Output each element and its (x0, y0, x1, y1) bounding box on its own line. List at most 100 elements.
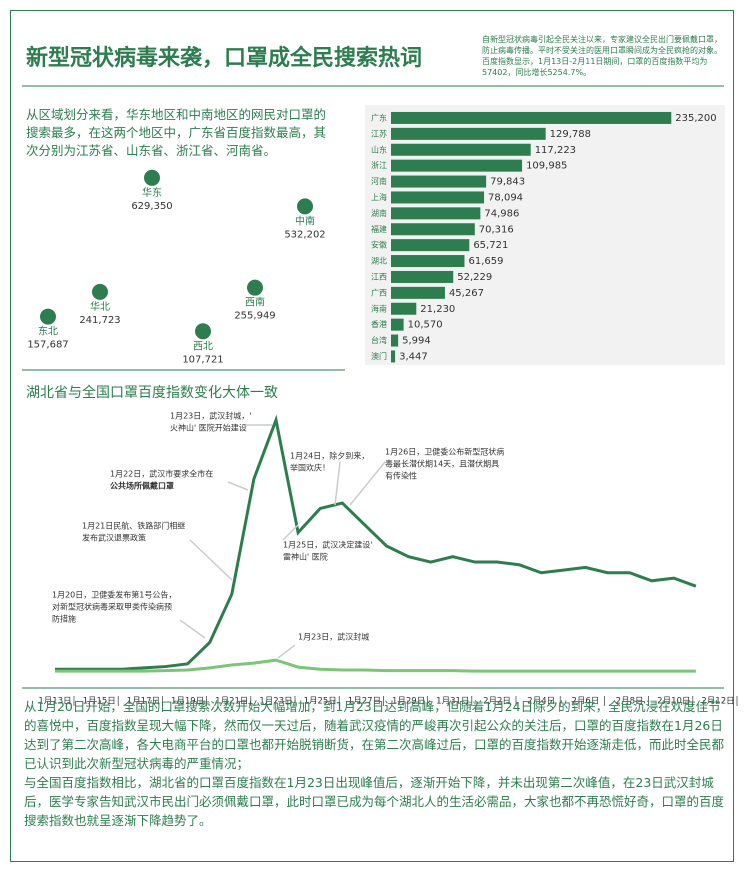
annotation: 1月21日民航、铁路部门相继 (82, 521, 185, 531)
bar-label: 广西 (371, 287, 387, 297)
region-dot (297, 198, 313, 215)
bar-label: 香港 (371, 319, 387, 329)
x-tick-label: 1月23日 (259, 697, 292, 707)
annotation: 公共场所佩戴口罩 (110, 481, 174, 491)
x-tick-label: 2月4日 (527, 697, 555, 707)
x-tick-label: 1月29日 (392, 697, 425, 707)
bar-label: 台湾 (371, 335, 387, 345)
line (55, 658, 696, 673)
bar-value: 65,721 (473, 240, 508, 251)
bar-value: 52,229 (457, 272, 492, 283)
region-name: 华北 (90, 300, 110, 313)
x-tick-label: 2月10日 (657, 697, 690, 707)
bar-label: 湖北 (371, 257, 387, 266)
annotation: 1月20日，卫健委发布第1号公告， (52, 590, 176, 600)
bar-value: 10,570 (408, 320, 443, 331)
bar (391, 207, 481, 220)
region-name: 中南 (295, 214, 315, 227)
bar-label: 河南 (371, 176, 387, 186)
bar-label: 湖南 (371, 208, 387, 218)
annotation: 1月26日，卫健委公布新型冠状病 (385, 447, 504, 457)
x-tick-label: 1月17日 (127, 697, 160, 707)
paragraph: 与全国百度指数相比，湖北省的口罩百度指数在1月23日出现峰值后，逐渐开始下降，并… (24, 775, 725, 828)
x-tick-label: 1月27日 (348, 697, 381, 707)
frame (10, 10, 734, 862)
leader (349, 461, 386, 506)
region-value: 532,202 (284, 229, 325, 240)
trend-title: 湖北省与全国口罩百度指数变化大体一致 (26, 384, 278, 401)
annotation: 1月24日，除夕到来， (290, 451, 369, 461)
bar-value: 45,267 (449, 288, 484, 299)
bar (391, 350, 396, 363)
region-value: 629,350 (131, 201, 172, 212)
annotation: 火神山' 医院开始建设 (170, 423, 247, 433)
bar (391, 127, 546, 140)
x-tick-label: 2月2日 (483, 697, 511, 707)
bar-value: 129,788 (550, 129, 591, 140)
leader (334, 461, 341, 506)
bar-label: 上海 (371, 192, 387, 202)
bar-value: 235,200 (675, 113, 716, 124)
region-value: 107,721 (182, 354, 223, 365)
bar-label: 福建 (371, 224, 387, 234)
region-dot (247, 279, 263, 296)
leader (227, 481, 249, 491)
line (55, 414, 697, 671)
region-dot (195, 323, 211, 340)
bar-value: 74,986 (484, 208, 519, 219)
region-dot (144, 169, 160, 186)
paragraph: 从1月20日开始，全国的口罩搜索次数开始大幅增加，到1月23日达到高峰，但随着1… (24, 699, 725, 771)
bar (391, 318, 404, 331)
region-value: 255,949 (234, 311, 275, 322)
bar-value: 78,094 (488, 192, 523, 203)
bar (391, 159, 523, 172)
bar-value: 79,843 (490, 177, 525, 188)
x-tick-label: 1月19日 (171, 697, 204, 707)
region-value: 157,687 (27, 340, 68, 351)
bar-value: 109,985 (526, 161, 567, 172)
bar (391, 175, 487, 188)
x-tick-label: 1月31日 (436, 697, 469, 707)
region-value: 241,723 (79, 315, 120, 326)
annotation: 1月22日，武汉市要求全市在 (110, 469, 213, 479)
x-tick-label: 1月21日 (215, 697, 248, 707)
x-tick-label: 2月8日 (616, 697, 644, 707)
bar-label: 澳门 (371, 351, 387, 361)
bar-value: 3,447 (399, 351, 428, 362)
annotation: 雷神山' 医院 (283, 552, 328, 562)
bar-label: 江西 (371, 272, 387, 281)
x-tick-label: 2月6日 (571, 697, 599, 707)
note: 自新型冠状病毒引起全民关注以来，专家建议全民出门要佩戴口罩，防止病毒传播。平时不… (482, 35, 722, 77)
bar-label: 广东 (371, 112, 387, 122)
bar (391, 286, 445, 299)
bar (391, 239, 470, 252)
bar-value: 61,659 (468, 256, 503, 267)
leader (179, 619, 206, 639)
bar-value: 21,230 (420, 304, 455, 315)
region-dot (40, 308, 56, 325)
region-name: 华东 (142, 186, 162, 199)
region-text: 从区域划分来看，华东地区和中南地区的网民对口罩的搜索最多，在这两个地区中，广东省… (26, 107, 327, 158)
bar-label: 江苏 (371, 128, 387, 138)
annotation: 防措施 (52, 614, 76, 624)
region-name: 西北 (193, 340, 213, 352)
bar (391, 334, 399, 347)
bar-label: 山东 (371, 144, 387, 154)
bar-label: 浙江 (371, 160, 387, 170)
bar-value: 70,316 (479, 224, 514, 235)
annotation: 有传染性 (385, 471, 417, 481)
leader (282, 524, 299, 541)
region-name: 东北 (38, 325, 58, 338)
bar (391, 270, 454, 283)
annotation: 1月23日，武汉封城 (298, 632, 369, 642)
bar-label: 安徽 (371, 240, 387, 250)
bar-label: 海南 (371, 303, 387, 313)
region-dot (92, 283, 108, 300)
region-name: 西南 (245, 296, 265, 309)
bar (391, 255, 465, 268)
annotation: 毒最长潜伏期14天，且潜伏期具 (385, 459, 499, 469)
bar-value: 5,994 (402, 336, 431, 347)
bar (391, 111, 672, 124)
